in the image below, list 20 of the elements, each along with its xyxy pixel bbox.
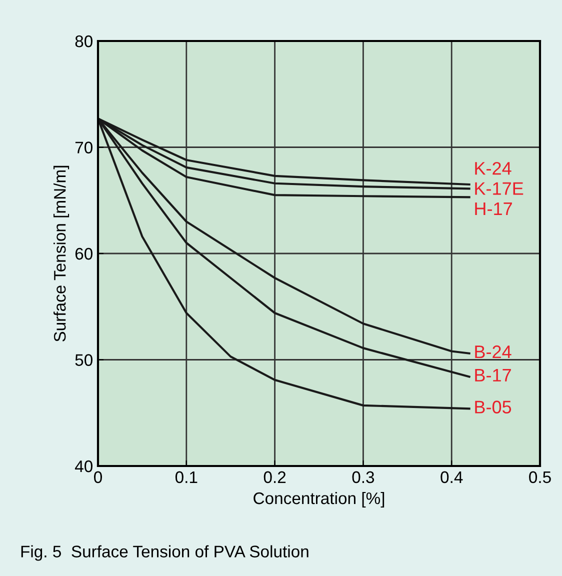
x-tick-label: 0.5 — [529, 471, 551, 484]
series-label: B-24 — [475, 345, 512, 358]
y-tick-label: 50 — [75, 354, 92, 366]
y-tick-label: 70 — [75, 142, 92, 154]
y-tick-label: 40 — [74, 460, 92, 472]
x-tick-label: 0.4 — [440, 471, 463, 484]
series-label: H-17 — [475, 202, 512, 215]
series-label: K-17E — [475, 182, 524, 195]
series-label: B-17 — [475, 368, 511, 382]
x-tick-label: 0.3 — [352, 471, 374, 484]
x-axis-title: Concentration [%] — [254, 492, 384, 508]
x-tick-label: 0.1 — [175, 471, 198, 484]
caption: Fig. 5 Surface Tension of PVA Solution — [21, 545, 308, 561]
y-axis-title: Surface Tension [mN/m] — [54, 166, 70, 342]
y-tick-label: 60 — [75, 248, 92, 260]
series-label: K-24 — [475, 162, 512, 175]
x-tick-label: 0.2 — [264, 471, 286, 484]
series-label: B-05 — [475, 400, 512, 414]
y-tick-label: 80 — [75, 35, 92, 48]
x-tick-label: 0 — [94, 471, 102, 484]
